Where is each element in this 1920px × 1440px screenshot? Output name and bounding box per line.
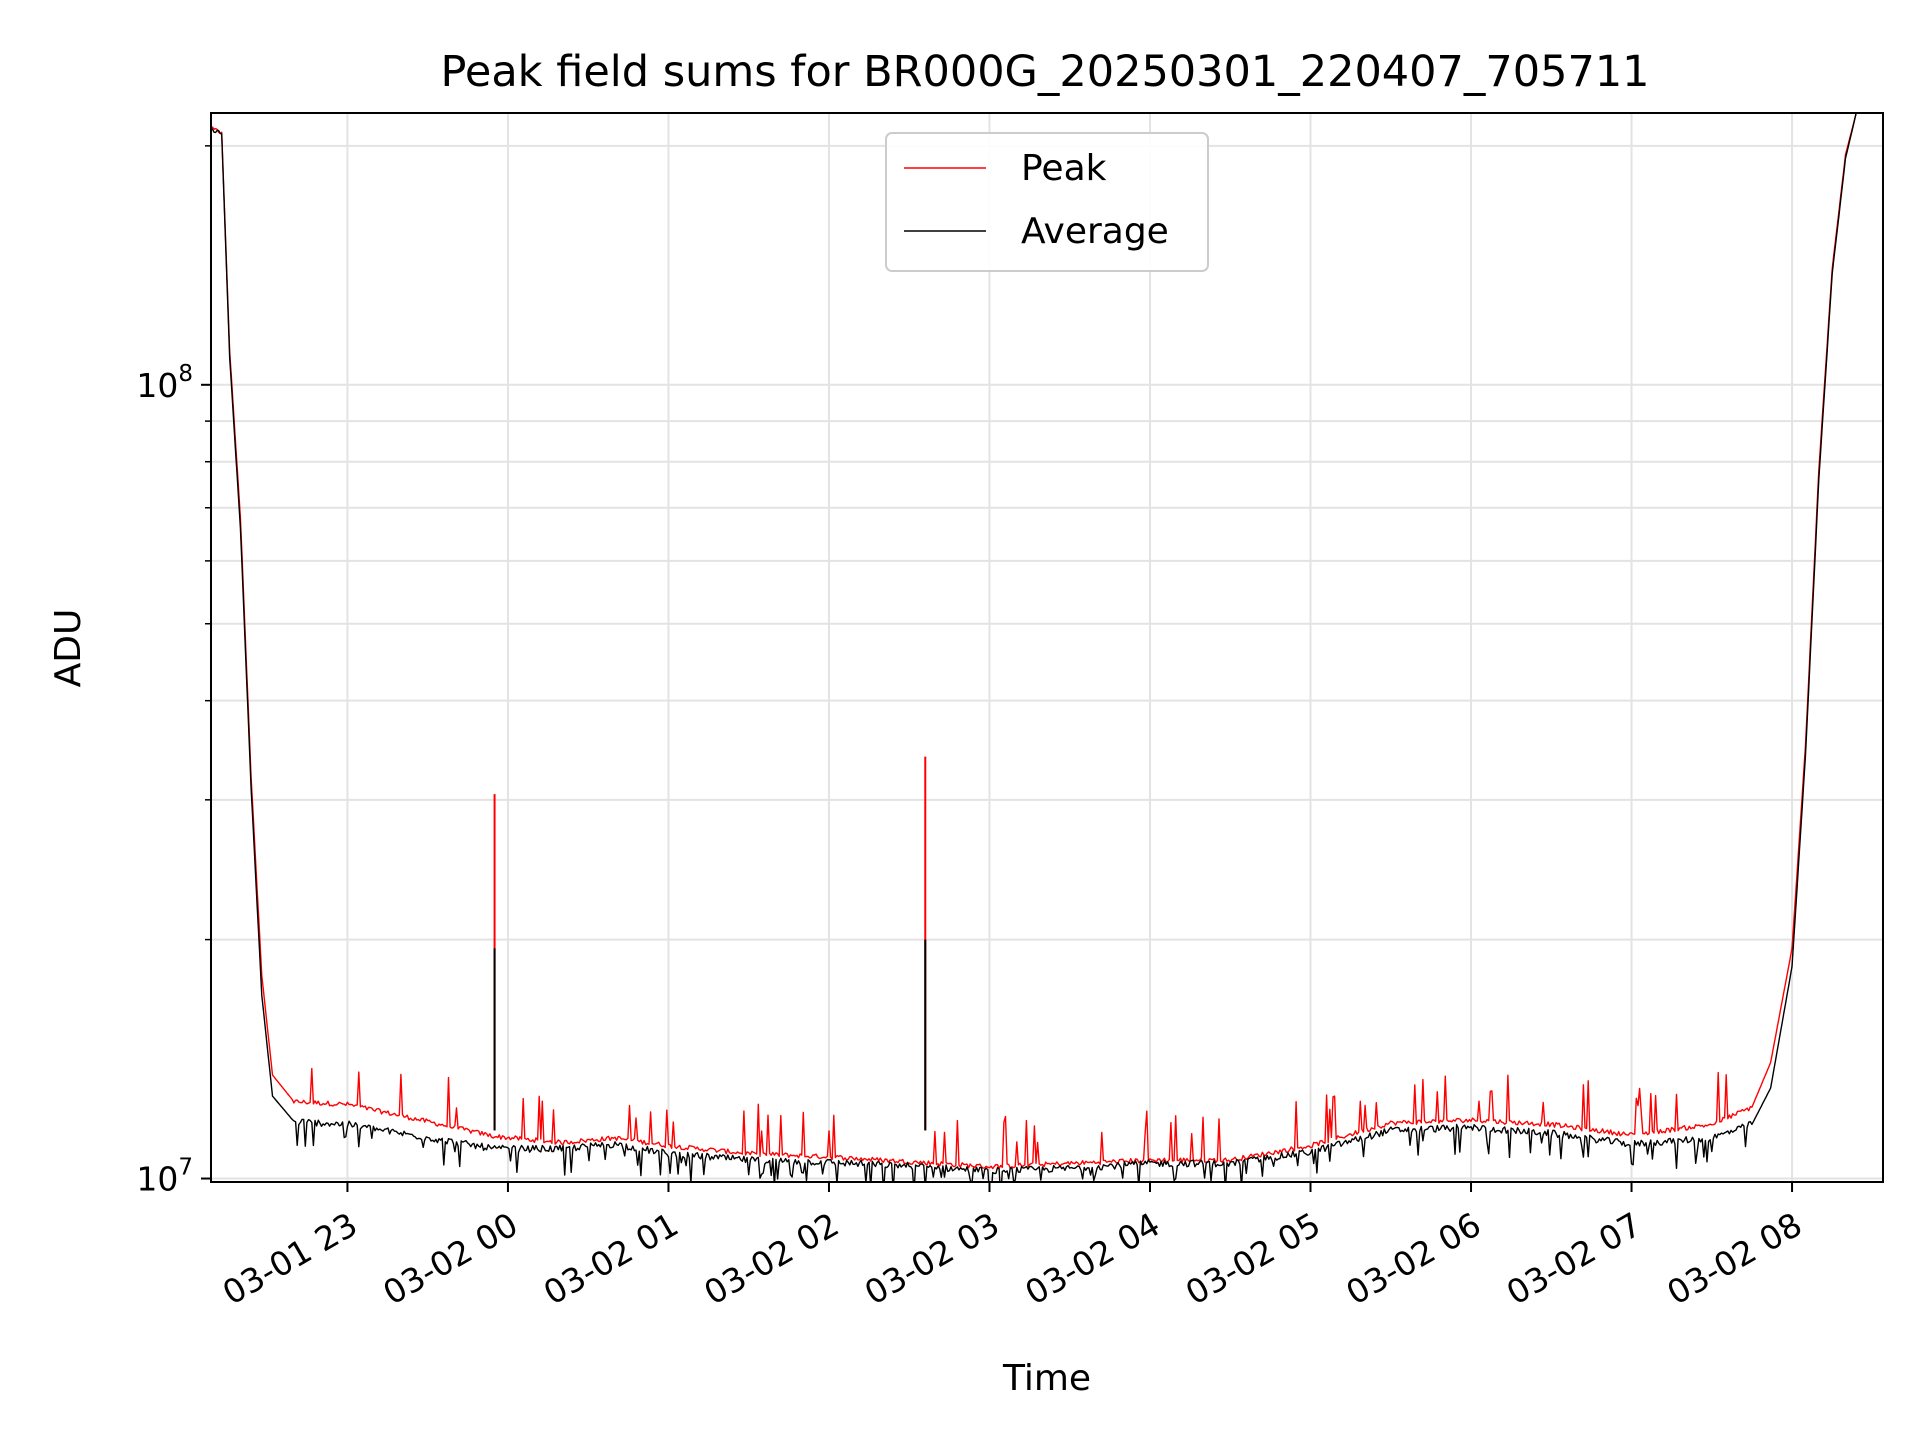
grid (211, 113, 1883, 1182)
series-line-peak (211, 113, 1857, 1170)
x-axis: 03-01 23 03-02 00 03-02 01 03-02 02 03-02 03… (216, 1182, 1808, 1313)
x-tick-label: 03-02 03 (858, 1205, 1006, 1313)
plot-frame (210, 112, 1884, 1183)
y-tick-label: 107 (136, 1155, 193, 1199)
y-axis-label: ADU (48, 609, 89, 688)
x-tick-label: 03-02 00 (376, 1205, 524, 1313)
chart-title: Peak field sums for BR000G_20250301_2204… (440, 47, 1649, 97)
y-tick-label: 108 (136, 361, 193, 405)
series-line-average (211, 113, 1857, 1182)
x-axis-label: Time (1002, 1358, 1091, 1399)
plot-area (211, 113, 1857, 1182)
y-axis: 107 108 (136, 145, 211, 1199)
x-tick-label: 03-02 02 (697, 1205, 845, 1313)
x-tick-label: 03-02 06 (1339, 1205, 1487, 1313)
legend-label: Peak (1021, 148, 1107, 189)
legend: Peak Average (885, 132, 1209, 272)
x-tick-label: 03-02 08 (1660, 1205, 1808, 1313)
legend-label: Average (1021, 211, 1169, 252)
x-tick-label: 03-02 04 (1018, 1205, 1166, 1313)
x-tick-label: 03-02 01 (537, 1205, 685, 1313)
x-tick-label: 03-02 05 (1179, 1205, 1327, 1313)
x-tick-label: 03-01 23 (216, 1205, 364, 1313)
x-tick-label: 03-02 07 (1500, 1205, 1648, 1313)
